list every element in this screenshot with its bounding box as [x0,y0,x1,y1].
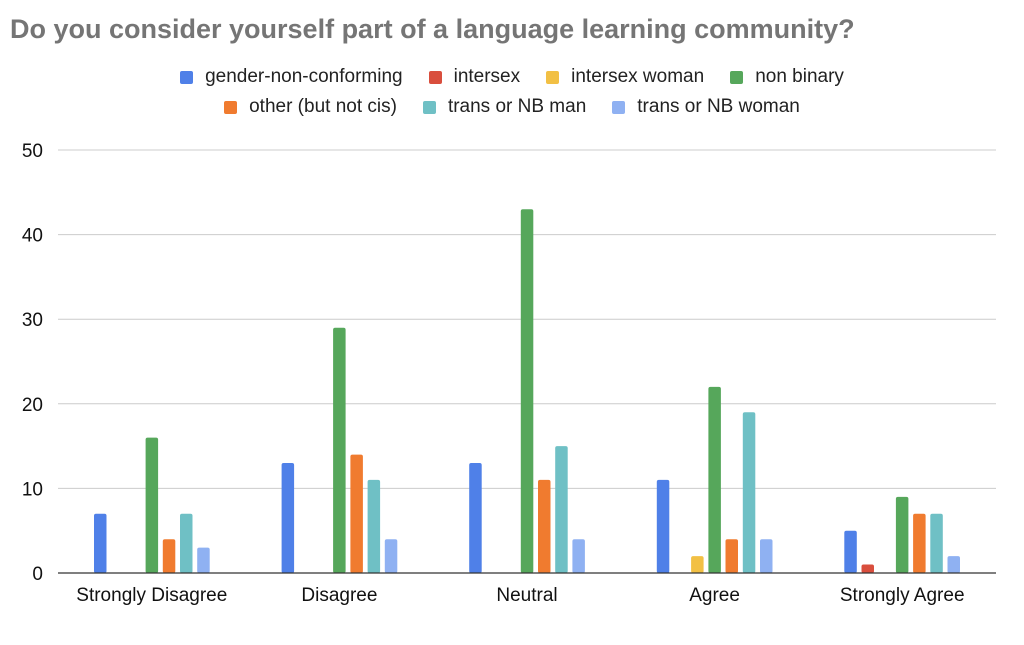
x-tick-label: Disagree [301,585,377,606]
bar-trans-or-nb-man-agree[interactable] [742,412,756,573]
legend-label: other (but not cis) [249,96,397,117]
legend-item-intersex-woman[interactable]: intersex woman [546,66,704,88]
legend-label: intersex [453,66,521,87]
legend-swatch [224,100,238,114]
y-tick-label: 20 [22,395,43,416]
bar-gender-non-conforming-neutral[interactable] [469,463,482,573]
x-tick-label: Neutral [496,585,557,606]
bar-gender-non-conforming-disagree[interactable] [281,463,295,573]
bar-non-binary-strongly-agree[interactable] [895,496,909,573]
legend-label: trans or NB woman [637,96,800,117]
bar-trans-or-nb-woman-neutral[interactable] [572,539,585,573]
y-tick-label: 10 [22,479,43,500]
legend-item-non-binary[interactable]: non binary [730,66,844,88]
bar-intersex-woman-agree[interactable] [691,556,704,573]
bar-non-binary-neutral[interactable] [520,209,534,573]
chart-title: Do you consider yourself part of a langu… [10,14,855,44]
bar-other-but-not-cis--strongly-agree[interactable] [913,513,926,573]
legend-row-1: gender-non-conforming intersex intersex … [0,66,1024,88]
bar-trans-or-nb-man-neutral[interactable] [555,446,568,573]
bar-non-binary-agree[interactable] [708,386,721,573]
y-tick-label: 0 [32,564,43,585]
bar-other-but-not-cis--strongly-disagree[interactable] [162,539,176,573]
bar-trans-or-nb-man-strongly-agree[interactable] [930,513,943,573]
legend-label: intersex woman [571,66,705,87]
bar-gender-non-conforming-strongly-disagree[interactable] [94,513,107,573]
legend-item-trans-or-nb-man[interactable]: trans or NB man [422,96,587,118]
bar-intersex-strongly-agree[interactable] [861,564,875,574]
bar-gender-non-conforming-strongly-agree[interactable] [844,530,857,573]
legend-item-trans-or-nb-woman[interactable]: trans or NB woman [612,96,800,118]
legend-swatch [730,70,744,84]
bar-other-but-not-cis--neutral[interactable] [538,479,551,573]
bar-trans-or-nb-man-disagree[interactable] [367,479,381,573]
bar-gender-non-conforming-agree[interactable] [656,479,670,573]
bar-other-but-not-cis--agree[interactable] [725,539,739,573]
y-tick-label: 50 [22,141,43,162]
y-tick-label: 30 [22,310,43,331]
legend-label: trans or NB man [447,96,587,117]
bar-non-binary-strongly-disagree[interactable] [145,437,159,573]
x-tick-label: Strongly Agree [840,585,965,606]
legend-label: gender-non-conforming [205,66,403,87]
bar-trans-or-nb-woman-strongly-disagree[interactable] [197,547,210,573]
legend-swatch [612,100,626,114]
bar-other-but-not-cis--disagree[interactable] [350,454,363,573]
legend-swatch [428,70,442,84]
y-tick-label: 40 [22,226,43,247]
bar-trans-or-nb-woman-strongly-agree[interactable] [947,556,961,573]
bar-non-binary-disagree[interactable] [333,327,346,573]
legend-swatch [546,70,560,84]
legend-label: non binary [755,66,844,87]
x-tick-label: Agree [689,585,740,606]
legend-row-2: other (but not cis) trans or NB man tran… [0,96,1024,118]
bar-trans-or-nb-woman-disagree[interactable] [384,539,398,573]
legend-swatch [422,100,436,114]
x-tick-label: Strongly Disagree [76,585,227,606]
bar-trans-or-nb-woman-agree[interactable] [760,539,773,573]
bar-trans-or-nb-man-strongly-disagree[interactable] [180,513,193,573]
legend-item-other-but-not-cis[interactable]: other (but not cis) [224,96,397,118]
legend-item-gender-non-conforming[interactable]: gender-non-conforming [180,66,403,88]
legend-item-intersex[interactable]: intersex [428,66,521,88]
legend-swatch [180,70,194,84]
